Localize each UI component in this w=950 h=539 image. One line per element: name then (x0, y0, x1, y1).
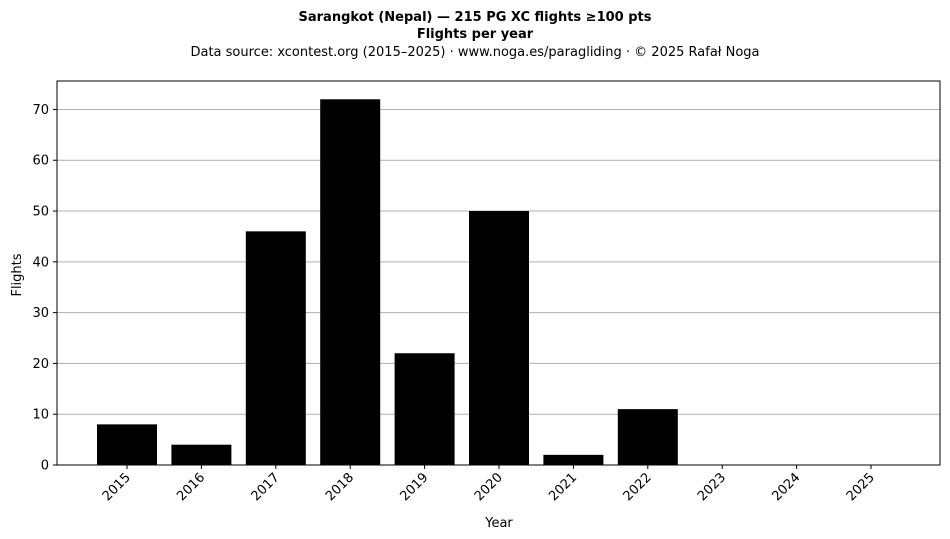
x-axis-ticks: 2015 2016 2017 2018 2019 2020 2021 2022 2023 2024… (100, 465, 878, 504)
y-tick-label: 0 (41, 459, 49, 474)
y-tick-label: 10 (32, 408, 49, 423)
bar-2016 (171, 444, 232, 465)
bar-2019 (394, 353, 455, 465)
y-tick-label: 40 (32, 255, 49, 270)
y-tick-label: 60 (32, 154, 49, 169)
x-tick-label: 2022 (621, 470, 655, 504)
bar-2017 (245, 231, 306, 465)
y-tick-label: 20 (32, 357, 49, 372)
bar-2022 (617, 409, 678, 465)
y-tick-label: 30 (32, 306, 49, 321)
bar-2018 (320, 99, 381, 466)
chart-source: Data source: xcontest.org (2015–2025) · … (190, 45, 759, 60)
x-tick-label: 2016 (174, 470, 208, 504)
y-axis-label: Flights (10, 253, 25, 296)
x-tick-label: 2020 (472, 470, 506, 504)
x-tick-label: 2018 (323, 470, 357, 504)
x-tick-label: 2025 (844, 470, 878, 504)
x-tick-label: 2021 (546, 470, 580, 504)
x-axis-label: Year (484, 516, 513, 531)
y-axis-ticks: 0 10 20 30 40 50 60 70 (32, 103, 57, 474)
chart-title: Sarangkot (Nepal) — 215 PG XC flights ≥1… (299, 10, 652, 25)
x-tick-label: 2023 (695, 470, 729, 504)
bar-2021 (543, 454, 604, 465)
x-tick-label: 2024 (769, 470, 803, 504)
x-tick-label: 2019 (397, 470, 431, 504)
y-tick-label: 70 (32, 103, 49, 118)
chart-subtitle: Flights per year (417, 27, 534, 42)
x-tick-label: 2015 (100, 470, 134, 504)
bar-2015 (97, 424, 157, 465)
x-tick-label: 2017 (249, 470, 283, 504)
bars (97, 99, 678, 466)
bar-2020 (469, 211, 529, 465)
y-tick-label: 50 (32, 205, 49, 220)
